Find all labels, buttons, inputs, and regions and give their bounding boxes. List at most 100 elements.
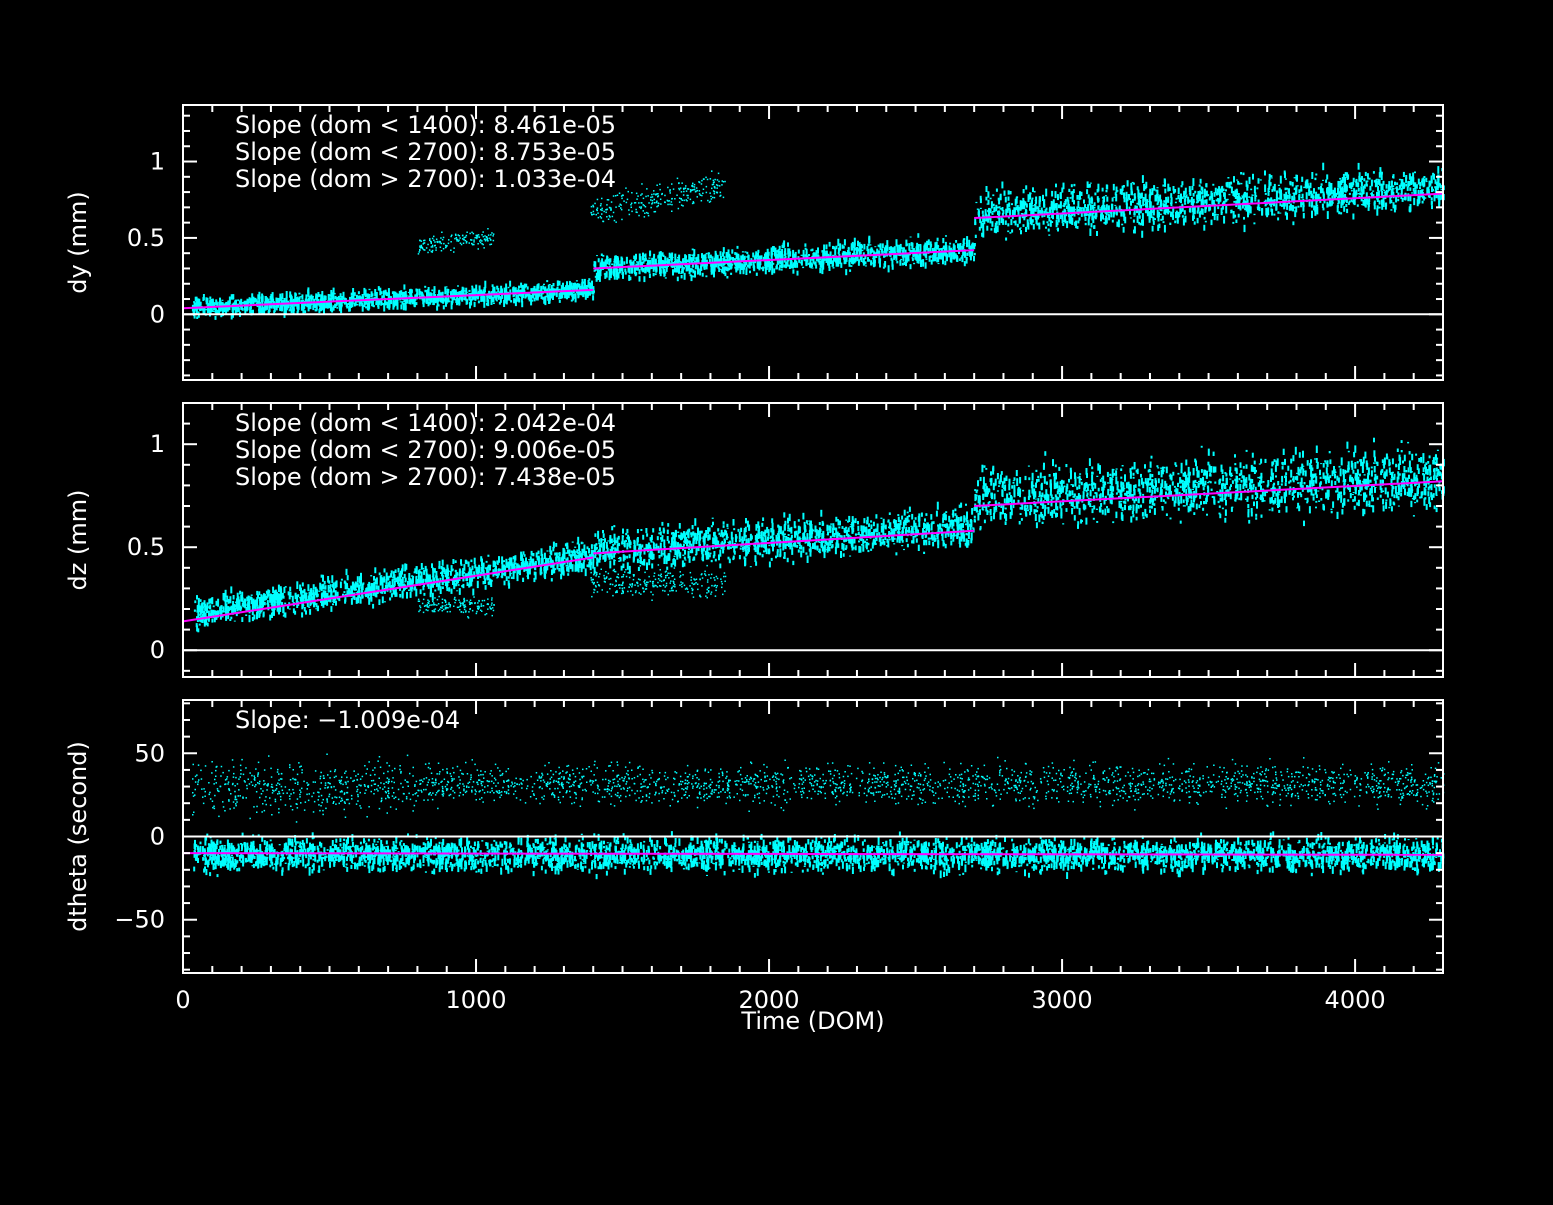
data-point — [1013, 221, 1015, 223]
outlier-point — [639, 206, 641, 208]
data-point — [1401, 179, 1403, 181]
data-point — [1174, 221, 1176, 224]
data-point — [543, 284, 545, 285]
data-point — [1045, 227, 1047, 229]
outlier-point — [614, 220, 616, 222]
data-point — [723, 272, 725, 274]
data-point — [1315, 192, 1317, 195]
outlier-point — [692, 183, 694, 185]
data-point — [1097, 184, 1099, 192]
data-point — [1053, 199, 1055, 206]
data-point — [560, 297, 562, 299]
data-point — [950, 253, 952, 255]
data-point — [1058, 219, 1060, 223]
outlier-point — [694, 186, 696, 188]
data-point — [259, 302, 261, 310]
outlier-point — [423, 240, 425, 242]
data-point — [702, 273, 704, 277]
data-point — [691, 275, 693, 281]
data-point — [879, 258, 881, 261]
data-point — [792, 250, 794, 257]
data-point — [720, 251, 722, 256]
data-point — [346, 569, 348, 575]
data-point — [196, 297, 198, 305]
data-point — [1337, 188, 1339, 192]
data-point — [1353, 178, 1355, 182]
outlier-point — [487, 238, 489, 240]
data-point — [639, 269, 641, 274]
outlier-point — [661, 194, 663, 196]
data-point — [749, 271, 751, 274]
data-point — [1328, 182, 1330, 187]
data-point — [1025, 185, 1027, 189]
outlier-point — [648, 215, 650, 217]
data-point — [771, 247, 773, 249]
data-point — [1294, 210, 1296, 217]
data-point — [804, 243, 806, 246]
outlier-point — [712, 197, 714, 199]
data-point — [738, 255, 740, 259]
data-point — [1033, 224, 1035, 230]
data-point — [229, 596, 231, 603]
data-point — [1247, 211, 1249, 215]
data-point — [1112, 220, 1114, 223]
data-point — [1380, 184, 1382, 192]
data-point — [982, 211, 984, 214]
data-point — [743, 264, 745, 270]
data-point — [434, 590, 436, 592]
data-point — [1435, 179, 1437, 184]
outlier-point — [445, 245, 447, 247]
data-point — [1376, 208, 1378, 216]
data-point — [584, 284, 586, 290]
data-point — [925, 253, 927, 258]
data-point — [1184, 210, 1186, 214]
data-point — [1176, 198, 1178, 200]
data-point — [1427, 187, 1429, 194]
data-point — [1105, 218, 1107, 225]
data-point — [211, 619, 213, 623]
data-point — [1252, 174, 1254, 180]
data-point — [194, 304, 196, 307]
data-point — [1283, 202, 1285, 209]
outlier-point — [456, 239, 458, 241]
data-point — [1019, 217, 1021, 224]
data-point — [667, 266, 669, 267]
outlier-point — [429, 238, 431, 240]
data-point — [1173, 191, 1175, 194]
outlier-point — [713, 190, 715, 192]
data-point — [1209, 207, 1211, 210]
outlier-point — [683, 191, 685, 193]
data-point — [451, 302, 453, 310]
data-point — [1303, 213, 1305, 219]
outlier-point — [487, 228, 489, 230]
data-point — [1086, 189, 1088, 194]
outlier-point — [641, 183, 643, 185]
data-point — [930, 248, 932, 252]
data-point — [197, 628, 199, 632]
data-point — [1403, 172, 1405, 177]
data-point — [861, 245, 863, 248]
outlier-point — [643, 204, 645, 206]
data-point — [1164, 178, 1166, 183]
outlier-point — [712, 184, 714, 186]
data-point — [1204, 217, 1206, 220]
data-point — [474, 302, 476, 307]
outlier-point — [478, 234, 480, 236]
data-point — [1073, 200, 1075, 204]
data-point — [1326, 190, 1328, 192]
data-point — [1072, 191, 1074, 197]
data-point — [223, 606, 225, 610]
data-point — [442, 560, 444, 566]
outlier-point — [650, 207, 652, 209]
data-point — [285, 306, 287, 314]
data-point — [1292, 221, 1294, 225]
data-point — [1081, 207, 1083, 209]
data-point — [859, 242, 861, 249]
data-point — [1035, 202, 1037, 204]
data-point — [1358, 188, 1360, 192]
data-point — [942, 248, 944, 249]
data-point — [1216, 192, 1218, 195]
data-point — [923, 246, 925, 252]
outlier-point — [690, 189, 692, 191]
data-point — [1056, 220, 1058, 227]
